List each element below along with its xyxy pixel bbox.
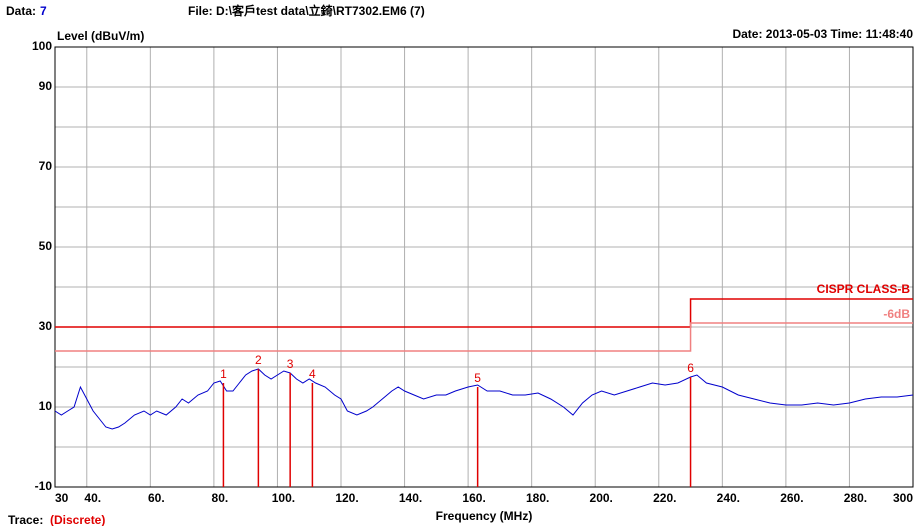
y-tick-label: -10 [35, 479, 53, 493]
x-tick-label: 40. [84, 491, 101, 505]
x-tick-label: 160. [462, 491, 485, 505]
y-tick-label: 10 [39, 399, 53, 413]
marker-label: 5 [474, 371, 481, 385]
marker-label: 2 [255, 353, 262, 367]
x-tick-label: 200. [590, 491, 613, 505]
y-tick-label: 50 [39, 239, 53, 253]
data-value: 7 [40, 4, 47, 18]
trace-value: (Discrete) [50, 513, 105, 526]
x-tick-label: 220. [653, 491, 676, 505]
x-tick-label: 180. [526, 491, 549, 505]
marker-label: 4 [309, 367, 316, 381]
x-tick-label: 140. [399, 491, 422, 505]
x-tick-label: 240. [717, 491, 740, 505]
limit-label: -6dB [883, 307, 910, 321]
data-label: Data: [6, 4, 36, 18]
x-tick-label: 30 [55, 491, 69, 505]
y-tick-label: 30 [39, 319, 53, 333]
x-tick-label: 300 [893, 491, 913, 505]
x-tick-label: 60. [148, 491, 165, 505]
marker-label: 6 [687, 361, 694, 375]
x-tick-label: 280. [844, 491, 867, 505]
trace-line [54, 368, 914, 430]
limit-line [55, 322, 913, 352]
x-tick-label: 260. [780, 491, 803, 505]
x-tick-label: 80. [212, 491, 229, 505]
x-tick-label: 100. [272, 491, 295, 505]
y-tick-label: 100 [32, 39, 52, 53]
x-tick-label: 120. [335, 491, 358, 505]
y-tick-label: 70 [39, 159, 53, 173]
plot-frame [54, 46, 914, 488]
file-name: File: D:\客戶test data\立錡\RT7302.EM6 (7) [188, 3, 425, 18]
marker-label: 1 [220, 367, 227, 381]
trace-label: Trace: [8, 513, 43, 526]
marker-label: 3 [287, 357, 294, 371]
limit-label: CISPR CLASS-B [817, 282, 911, 296]
x-axis-label: Frequency (MHz) [436, 509, 533, 523]
limit-line [55, 298, 913, 328]
y-axis-label: Level (dBuV/m) [57, 29, 144, 43]
y-tick-label: 90 [39, 79, 53, 93]
date-time: Date: 2013-05-03 Time: 11:48:40 [732, 27, 913, 41]
